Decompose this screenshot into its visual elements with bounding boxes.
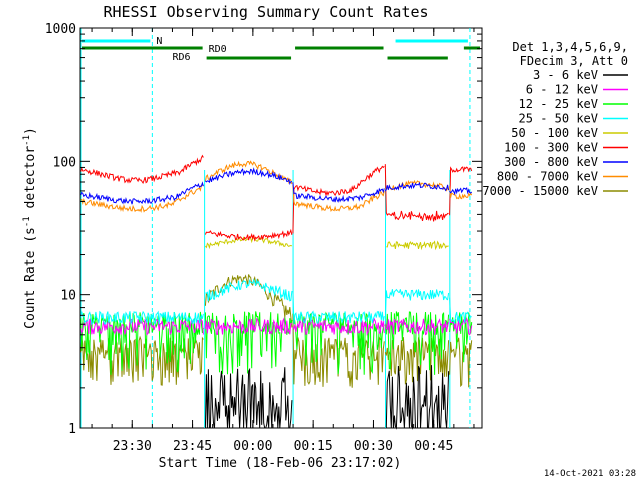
legend-item-label: 3 - 6 keV	[533, 68, 598, 82]
legend: Det 1,3,4,5,6,9, FDecim 3, Att 0 3 - 6 k…	[482, 40, 628, 198]
x-tick-label: 23:45	[173, 439, 212, 454]
flag-label-n: N	[156, 36, 162, 47]
data-layer: N RD0 RD6	[80, 28, 480, 428]
axis-layer: 23:30 23:45 00:00 00:15 00:30 00:45 1 10 100 1000	[45, 22, 482, 454]
series-line-800-7000-kev	[80, 160, 473, 213]
y-tick-label: 10	[60, 289, 76, 304]
chart-title: RHESSI Observing Summary Count Rates	[103, 3, 428, 21]
series-line-100-300-kev	[80, 154, 473, 242]
series-line-25-50-kev	[80, 278, 472, 326]
x-tick-label: 00:45	[414, 439, 453, 454]
generation-timestamp: 14-Oct-2021 03:28	[544, 469, 636, 479]
flag-label-rd0: RD0	[209, 44, 227, 55]
series-line-7000-15000-kev	[80, 274, 473, 388]
legend-header-line-2: FDecim 3, Att 0	[520, 54, 628, 68]
x-tick-label: 23:30	[113, 439, 152, 454]
y-tick-label: 1	[68, 422, 76, 437]
legend-item-label: 6 - 12 keV	[526, 83, 598, 97]
legend-header-line-1: Det 1,3,4,5,6,9,	[512, 40, 628, 54]
legend-item-label: 100 - 300 keV	[504, 141, 598, 155]
x-tick-label: 00:00	[233, 439, 272, 454]
x-tick-label: 00:15	[294, 439, 333, 454]
legend-item-label: 12 - 25 keV	[519, 97, 598, 111]
flag-label-rd6: RD6	[172, 52, 190, 63]
x-tick-label: 00:30	[354, 439, 393, 454]
x-axis-label: Start Time (18-Feb-06 23:17:02)	[159, 456, 402, 471]
legend-item-label: 7000 - 15000 keV	[482, 184, 598, 198]
y-tick-label: 100	[53, 155, 76, 170]
plot-frame	[79, 27, 483, 429]
legend-item-label: 300 - 800 keV	[504, 155, 598, 169]
series-line-6-12-kev	[80, 317, 473, 336]
legend-item-label: 25 - 50 keV	[519, 112, 598, 126]
y-tick-label: 1000	[45, 22, 76, 37]
legend-item-label: 800 - 7000 keV	[497, 170, 598, 184]
y-axis-label: Count Rate (s-1 detector-1)	[22, 127, 38, 329]
series-line-300-800-kev	[80, 167, 473, 205]
legend-item-label: 50 - 100 keV	[511, 126, 598, 140]
